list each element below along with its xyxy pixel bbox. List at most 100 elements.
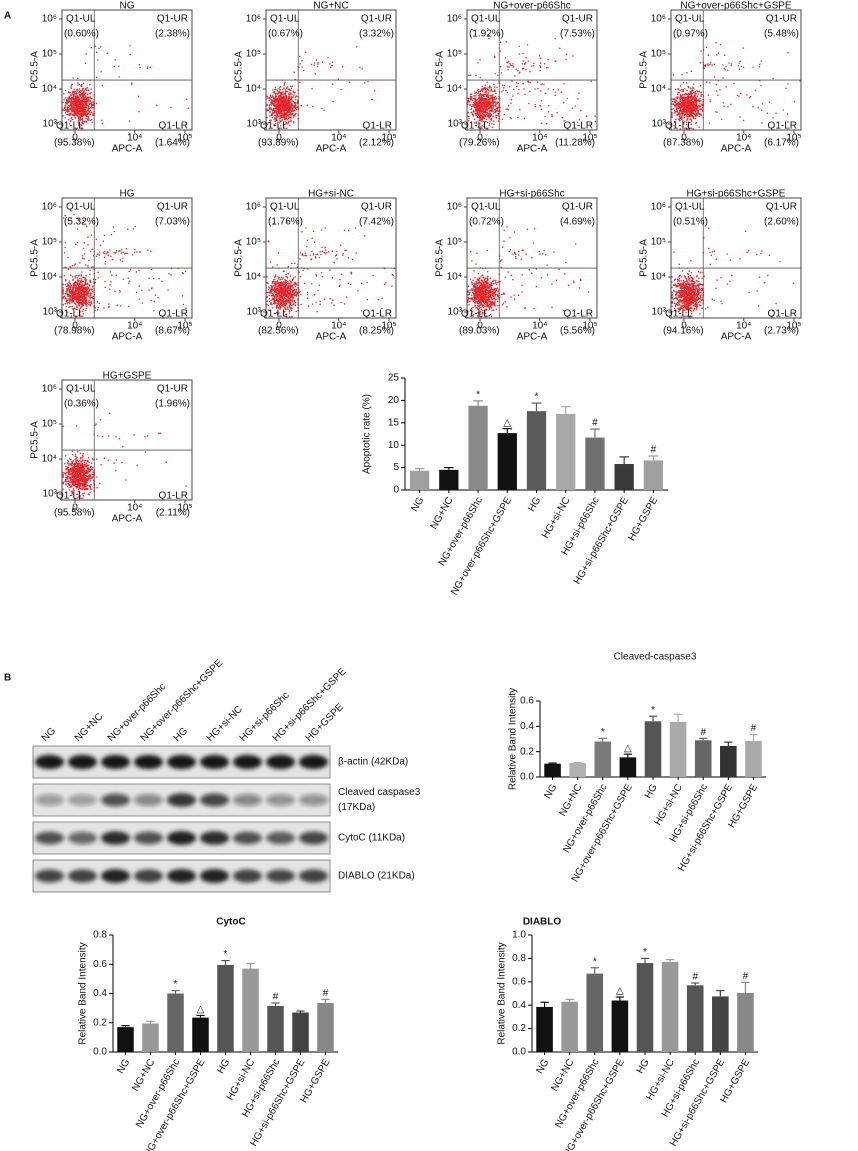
event-dot (493, 86, 496, 88)
event-dot (84, 120, 86, 123)
event-dot (293, 104, 296, 107)
event-dot (270, 302, 272, 304)
event-dot (679, 98, 681, 101)
event-dot (68, 96, 70, 98)
event-dot (487, 92, 490, 94)
event-dot (67, 111, 69, 113)
event-dot (347, 282, 350, 284)
event-dot (74, 303, 77, 305)
event-dot (80, 95, 82, 97)
event-dot (284, 279, 286, 281)
event-dot (496, 102, 499, 105)
event-dot (500, 72, 503, 74)
event-dot (290, 280, 292, 283)
event-dot (285, 273, 287, 276)
event-dot (506, 108, 509, 110)
event-dot (81, 305, 83, 307)
event-dot (138, 285, 141, 287)
event-dot (727, 105, 729, 108)
quadrant-percent: (95.38%) (54, 138, 95, 149)
event-dot (671, 103, 673, 105)
event-dot (75, 280, 77, 283)
event-dot (293, 92, 295, 94)
event-dot (505, 89, 507, 92)
quadrant-percent: (87.38%) (663, 138, 704, 149)
event-dot (276, 103, 278, 105)
event-dot (479, 108, 482, 110)
event-dot (481, 90, 484, 92)
event-dot (280, 289, 283, 291)
event-dot (299, 290, 301, 293)
event-dot (299, 252, 302, 254)
event-dot (71, 108, 74, 111)
event-dot (113, 65, 116, 68)
event-dot (682, 81, 685, 84)
event-dot (286, 87, 288, 90)
event-dot (690, 103, 693, 105)
event-dot (551, 114, 553, 116)
quadrant-name: Q1-LR (564, 121, 593, 132)
event-dot (66, 114, 68, 116)
event-dot (359, 66, 361, 69)
event-dot (543, 83, 545, 86)
event-dot (87, 112, 90, 115)
event-dot (488, 122, 491, 125)
event-dot (725, 86, 727, 88)
event-dot (72, 297, 74, 300)
event-dot (97, 276, 99, 279)
event-dot (694, 113, 696, 115)
event-dot (736, 94, 739, 97)
quadrant-name: Q1-UL (66, 202, 96, 213)
event-dot (273, 97, 276, 100)
event-dot (273, 92, 276, 94)
event-dot (122, 257, 124, 259)
event-dot (282, 293, 285, 296)
x-tick-label: 10⁴ (331, 321, 346, 332)
event-dot (355, 46, 358, 48)
event-dot (69, 290, 72, 293)
quadrant-name: Q1-LR (363, 309, 392, 320)
event-dot (69, 297, 71, 299)
event-dot (481, 115, 483, 118)
event-dot (69, 100, 71, 103)
event-dot (111, 274, 113, 277)
event-dot (74, 284, 77, 287)
event-dot (74, 117, 77, 119)
event-dot (495, 92, 497, 95)
event-dot (85, 279, 88, 281)
event-dot (70, 274, 72, 277)
event-dot (682, 88, 684, 91)
event-dot (694, 99, 696, 102)
event-dot (75, 95, 78, 98)
y-tick-label: 10⁶ (42, 202, 57, 213)
event-dot (481, 111, 483, 113)
event-dot (64, 105, 67, 108)
event-dot (565, 58, 567, 61)
event-dot (271, 280, 274, 283)
event-dot (491, 102, 494, 104)
event-dot (473, 111, 476, 113)
event-dot (317, 63, 319, 65)
event-dot (757, 107, 759, 109)
event-dot (288, 310, 291, 312)
event-dot (705, 46, 708, 49)
event-dot (278, 300, 281, 303)
event-dot (292, 296, 295, 299)
event-dot (717, 94, 719, 96)
event-dot (476, 89, 479, 91)
event-dot (288, 316, 291, 318)
quadrant-name: Q1-LL (461, 121, 489, 132)
event-dot (687, 106, 690, 108)
quadrant-percent: (79.26%) (459, 138, 500, 149)
event-dot (78, 97, 80, 100)
event-dot (275, 282, 277, 284)
event-dot (571, 107, 574, 110)
event-dot (292, 277, 295, 279)
y-tick-label: 10⁵ (246, 237, 261, 248)
event-dot (84, 282, 87, 285)
event-dot (493, 83, 495, 86)
event-dot (280, 281, 282, 283)
event-dot (74, 275, 76, 277)
event-dot (84, 88, 87, 91)
event-dot (742, 47, 744, 49)
